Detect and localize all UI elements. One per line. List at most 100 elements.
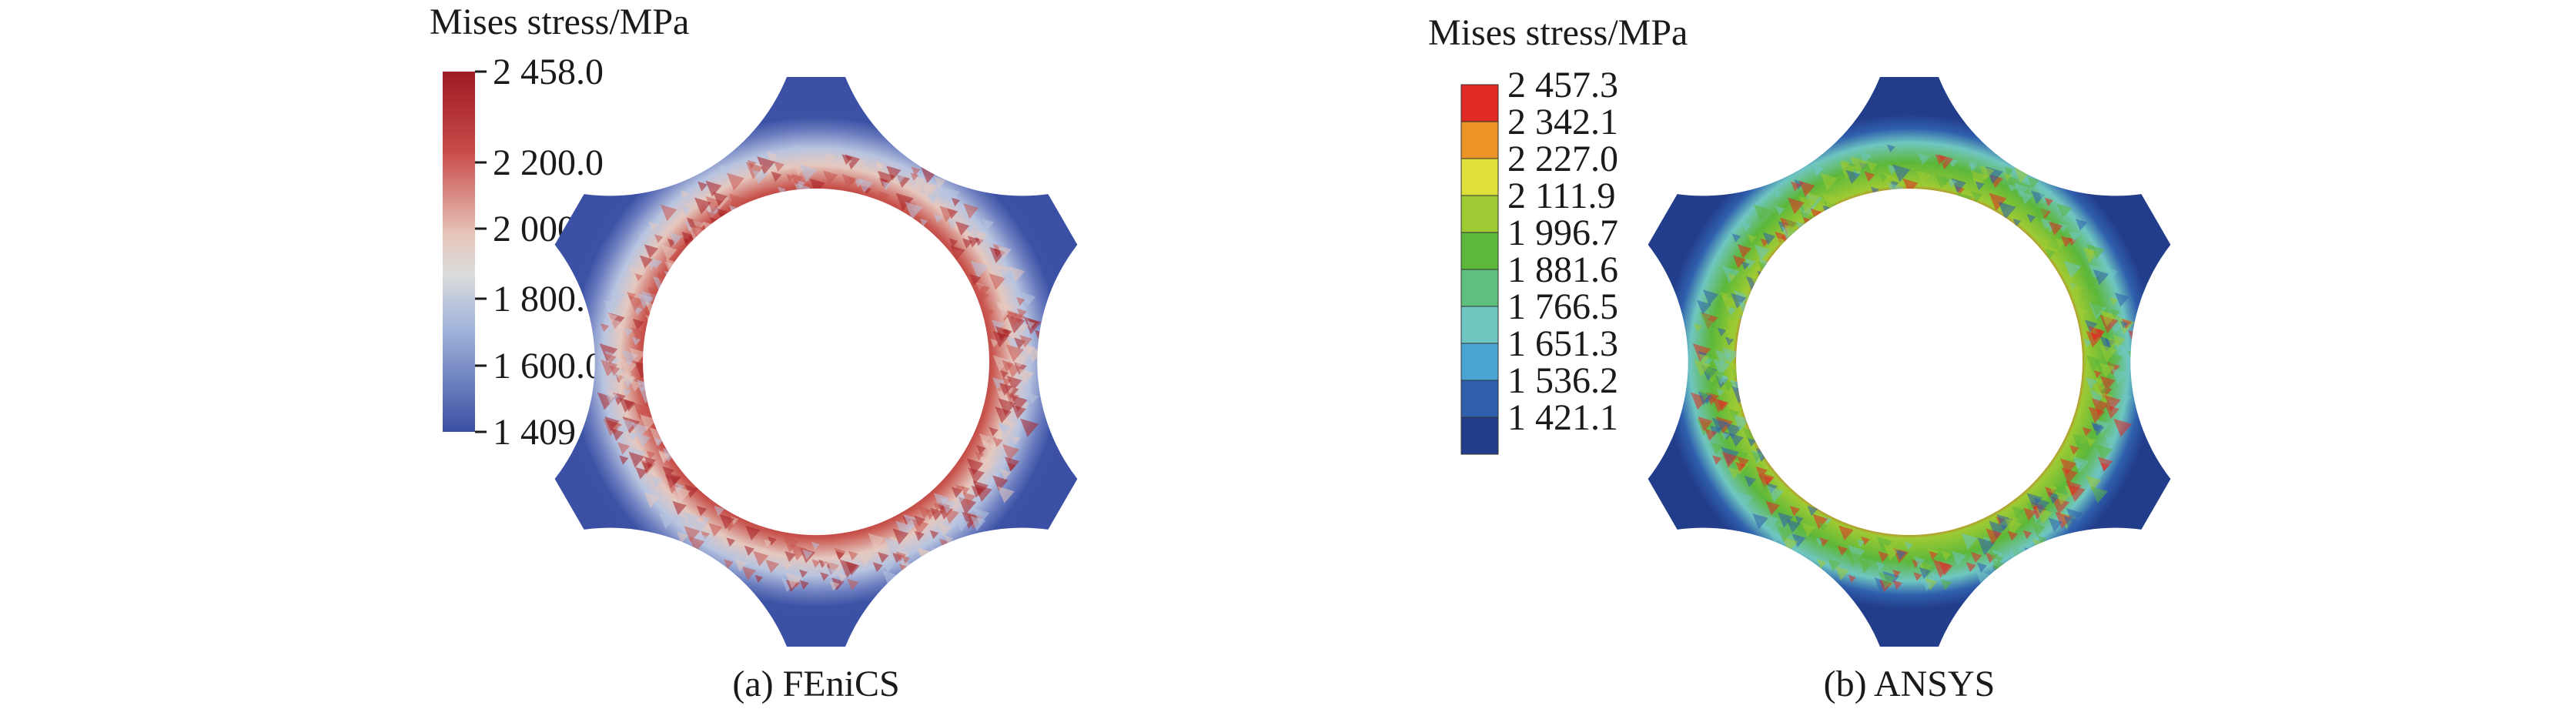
mesh-element	[1717, 327, 1727, 337]
mesh-element	[972, 508, 990, 525]
mesh-element	[992, 355, 1010, 372]
mesh-element	[2062, 273, 2075, 286]
mesh-element	[875, 161, 884, 169]
mesh-element	[719, 165, 731, 176]
colorbar-label-ansys: 1 996.7	[1507, 212, 1618, 253]
mesh-element	[1791, 533, 1806, 548]
mesh-element	[2036, 186, 2054, 204]
mesh-element	[2104, 395, 2121, 412]
mesh-element	[1711, 417, 1728, 434]
mesh-element	[604, 416, 620, 432]
mesh-element	[918, 506, 932, 520]
mesh-element	[1785, 219, 1799, 232]
mesh-element	[1713, 359, 1731, 376]
mesh-element	[1777, 526, 1794, 543]
mesh-element	[998, 398, 1016, 416]
mesh-element	[939, 206, 956, 222]
mesh-element	[1732, 255, 1746, 269]
mesh-element	[912, 175, 926, 189]
mesh-element	[2031, 523, 2046, 537]
mesh-element	[627, 432, 636, 440]
mesh-element	[966, 458, 984, 476]
mesh-element	[617, 442, 631, 455]
mesh-element	[2042, 238, 2052, 248]
mesh-element	[623, 388, 631, 396]
mesh-element	[1725, 336, 1735, 346]
mesh-element	[2023, 507, 2037, 521]
mesh-element	[2093, 468, 2105, 480]
mesh-element	[2007, 530, 2018, 541]
mesh-element	[2069, 283, 2083, 298]
caption-ansys: (b) ANSYS	[1824, 664, 1996, 704]
mesh-element	[754, 545, 772, 563]
mesh-element	[673, 514, 686, 527]
mesh-element	[2113, 335, 2126, 348]
mesh-element	[926, 191, 940, 205]
mesh-element	[2063, 260, 2082, 279]
mesh-element	[2005, 518, 2022, 536]
mesh-element	[631, 336, 641, 346]
mesh-element	[911, 166, 921, 176]
mesh-element	[1989, 192, 2007, 211]
mesh-element	[2027, 176, 2039, 189]
mesh-element	[970, 516, 986, 532]
mesh-element	[2056, 203, 2073, 219]
mesh-element	[1859, 152, 1872, 164]
mesh-element	[658, 451, 670, 463]
mesh-element	[1878, 572, 1895, 589]
legend-title-ansys: Mises stress/MPa	[1428, 12, 1688, 53]
mesh-element	[1005, 362, 1022, 378]
mesh-element	[975, 283, 990, 298]
mesh-element	[975, 230, 988, 242]
mesh-element	[2015, 555, 2028, 569]
mesh-element	[2129, 366, 2145, 382]
mesh-element	[839, 559, 858, 578]
mesh-element	[1767, 486, 1785, 503]
mesh-element	[841, 174, 857, 189]
mesh-element	[1012, 404, 1026, 420]
mesh-element	[694, 197, 711, 215]
mesh-element	[799, 569, 808, 578]
mesh-element	[1005, 344, 1024, 363]
mesh-element	[921, 182, 936, 198]
mesh-element	[989, 426, 999, 436]
mesh-element	[1870, 186, 1879, 196]
mesh-element	[1835, 566, 1850, 580]
mesh-element	[1828, 558, 1841, 572]
mesh-element	[1747, 234, 1757, 243]
mesh-element	[2098, 391, 2113, 406]
mesh-element	[1765, 500, 1780, 516]
mesh-element	[1712, 455, 1722, 465]
mesh-element	[999, 382, 1012, 396]
mesh-element	[1005, 391, 1019, 406]
mesh-element	[644, 457, 656, 469]
mesh-element	[1751, 451, 1763, 463]
mesh-element	[2059, 458, 2077, 476]
mesh-element	[1822, 205, 1838, 221]
mesh-element	[1969, 161, 1977, 169]
colorbar-swatch-ansys	[1460, 195, 1499, 233]
mesh-element	[2096, 329, 2106, 337]
mesh-element	[1935, 174, 1950, 189]
mesh-element	[1728, 467, 1741, 480]
mesh-element	[1737, 457, 1749, 469]
mesh-element	[999, 269, 1016, 286]
mesh-element	[1864, 171, 1875, 182]
mesh-element	[976, 445, 986, 455]
mesh-element	[1905, 559, 1914, 568]
mesh-element	[1698, 353, 1710, 365]
colorbar-fenics	[443, 72, 475, 432]
mesh-element	[1737, 492, 1753, 508]
mesh-element	[745, 525, 761, 541]
mesh-element	[2048, 517, 2062, 532]
mesh-element	[858, 550, 874, 567]
mesh-element	[1789, 505, 1801, 517]
mesh-element	[1795, 515, 1804, 524]
mesh-element	[1848, 545, 1865, 563]
mesh-element	[729, 205, 744, 221]
mesh-element	[919, 218, 928, 227]
mesh-element	[684, 512, 701, 528]
mesh-element	[764, 539, 772, 547]
mesh-element	[2069, 230, 2081, 242]
mesh-element	[1697, 299, 1711, 315]
